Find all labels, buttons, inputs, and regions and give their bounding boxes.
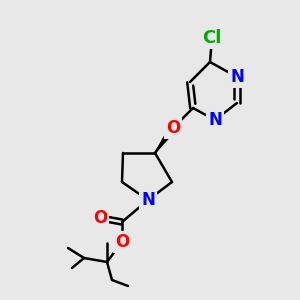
Text: N: N [208,111,222,129]
Polygon shape [155,126,176,153]
Text: O: O [166,119,180,137]
Text: Cl: Cl [202,29,222,47]
Text: N: N [230,68,244,86]
Text: O: O [93,209,107,227]
Text: O: O [115,233,129,251]
Text: N: N [141,191,155,209]
